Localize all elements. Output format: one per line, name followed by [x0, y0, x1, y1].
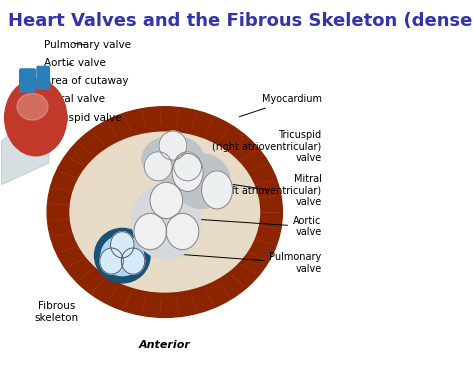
Ellipse shape	[174, 154, 230, 208]
Ellipse shape	[172, 153, 203, 191]
FancyBboxPatch shape	[37, 66, 49, 89]
FancyBboxPatch shape	[20, 69, 36, 92]
Text: Fibrous
skeleton: Fibrous skeleton	[35, 301, 79, 323]
Text: Mitral
(left atrioventricular)
valve: Mitral (left atrioventricular) valve	[219, 173, 321, 207]
Text: Mitral valve: Mitral valve	[44, 94, 105, 109]
Circle shape	[121, 248, 145, 274]
Text: Tricuspid valve: Tricuspid valve	[41, 113, 121, 123]
Text: Aortic
valve: Aortic valve	[200, 216, 321, 238]
Ellipse shape	[17, 93, 48, 120]
Circle shape	[150, 182, 182, 219]
Circle shape	[166, 213, 199, 250]
Ellipse shape	[159, 131, 187, 160]
Ellipse shape	[94, 228, 150, 283]
Circle shape	[132, 183, 201, 259]
Text: Tricuspid
(right atrioventricular)
valve: Tricuspid (right atrioventricular) valve	[207, 130, 321, 163]
Text: Aortic valve: Aortic valve	[44, 58, 106, 68]
Ellipse shape	[138, 187, 184, 219]
Text: Pulmonary valve: Pulmonary valve	[44, 40, 131, 50]
Text: Heart Valves and the Fibrous Skeleton (dense CT): Heart Valves and the Fibrous Skeleton (d…	[8, 12, 474, 30]
Text: Anterior: Anterior	[139, 340, 191, 350]
Polygon shape	[1, 101, 49, 185]
Circle shape	[100, 248, 123, 274]
Ellipse shape	[5, 79, 67, 156]
Ellipse shape	[144, 152, 172, 181]
Circle shape	[134, 213, 166, 250]
Ellipse shape	[70, 132, 259, 292]
Text: Myocardium: Myocardium	[239, 94, 321, 117]
Ellipse shape	[142, 136, 204, 183]
Ellipse shape	[174, 152, 201, 181]
Text: Pulmonary
valve: Pulmonary valve	[151, 252, 321, 274]
Ellipse shape	[101, 236, 144, 276]
Text: Area of cutaway: Area of cutaway	[44, 76, 128, 90]
Circle shape	[110, 232, 134, 258]
Ellipse shape	[201, 171, 233, 209]
Ellipse shape	[47, 107, 283, 317]
